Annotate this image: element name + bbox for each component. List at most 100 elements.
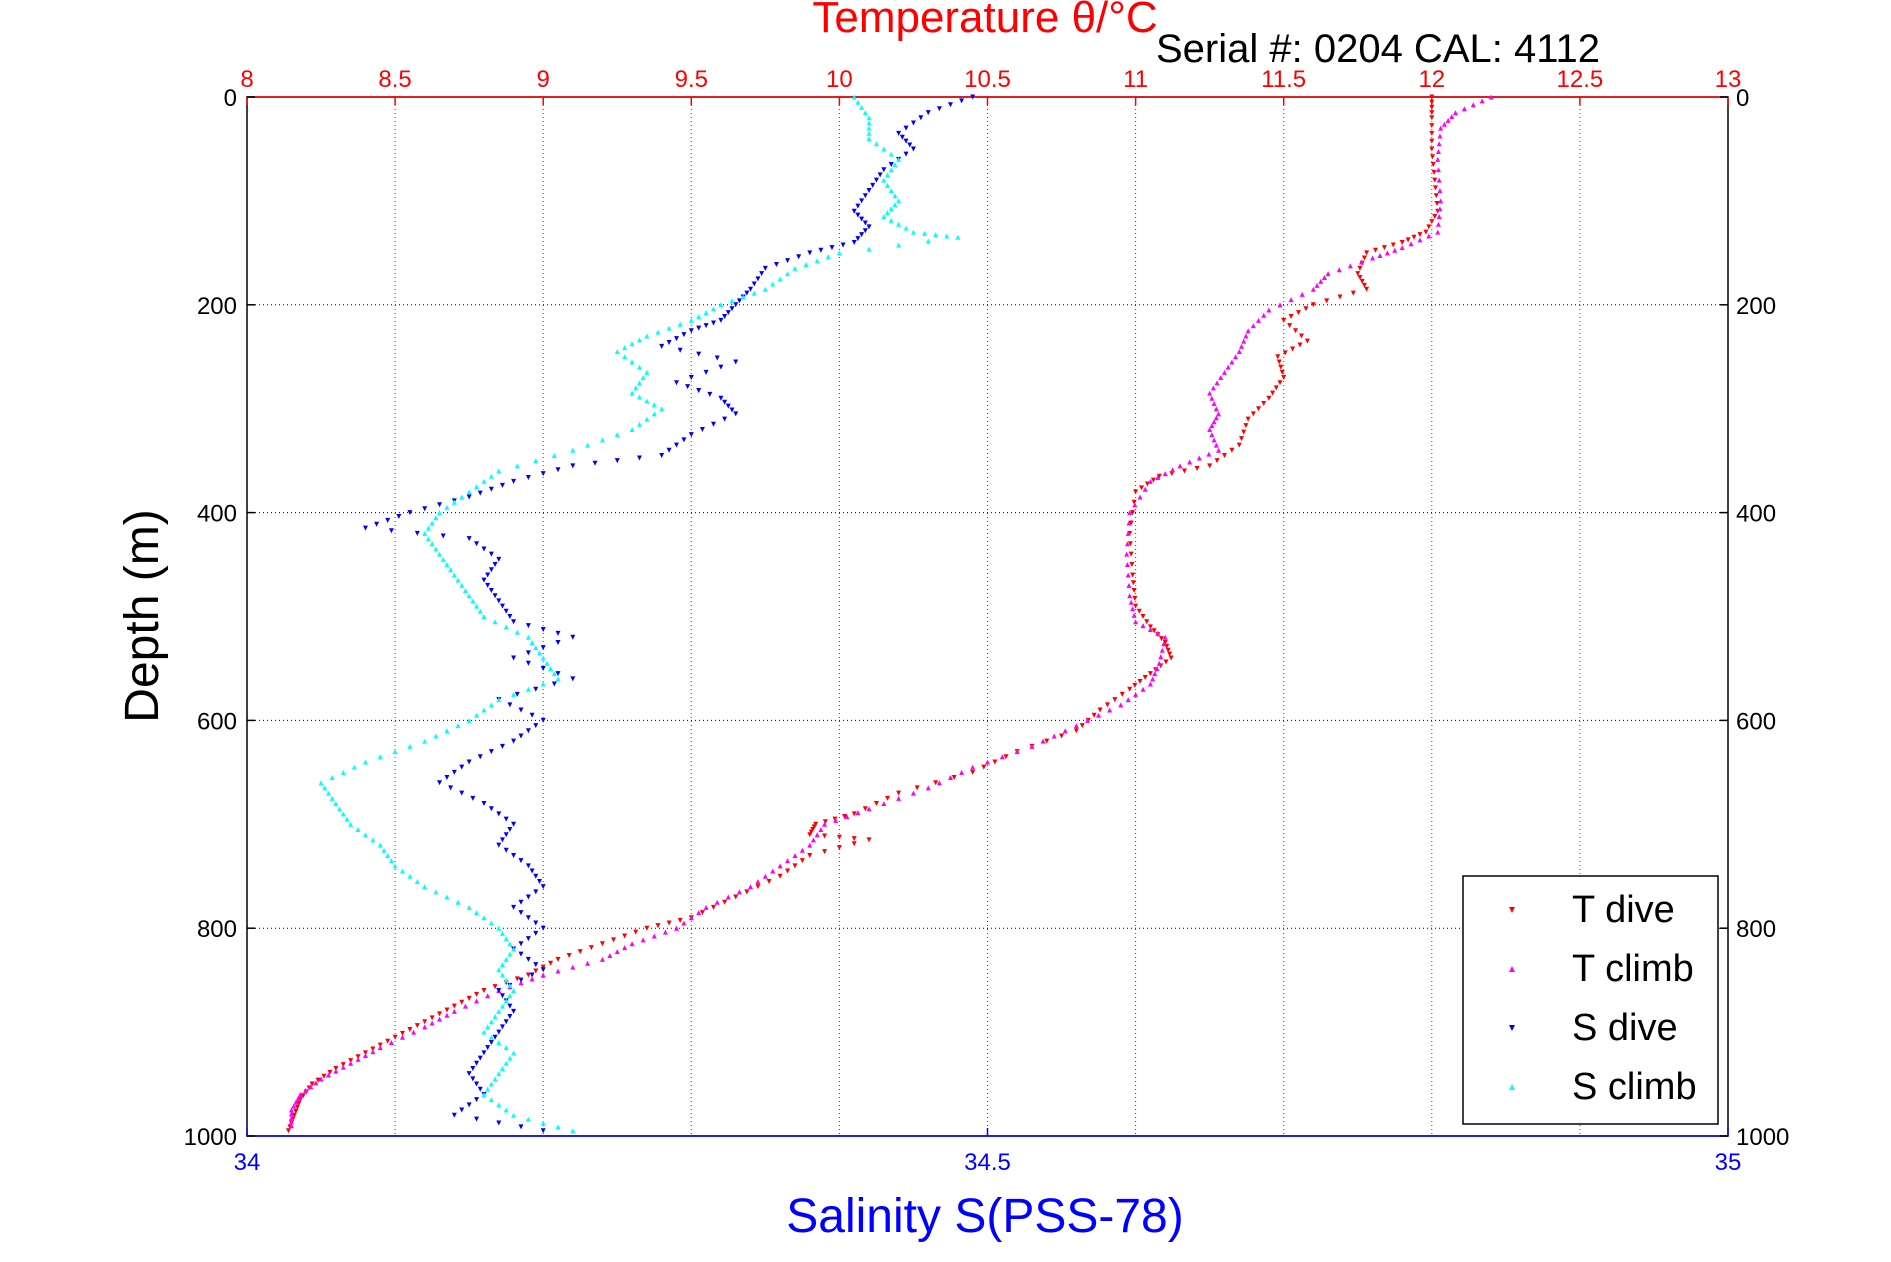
data-point (370, 1046, 376, 1052)
x-axis-label: Salinity S(PSS-78) (786, 1190, 1183, 1243)
data-point (888, 217, 894, 223)
data-point (859, 216, 865, 222)
data-point (481, 478, 487, 484)
data-point (714, 899, 720, 905)
data-point (496, 697, 502, 703)
data-point (485, 1086, 491, 1092)
data-point (1124, 551, 1130, 557)
data-point (496, 1029, 502, 1035)
data-point (422, 884, 428, 890)
data-point (1435, 149, 1441, 155)
data-point (1429, 138, 1435, 144)
data-point (525, 623, 531, 629)
data-point (392, 1034, 398, 1040)
data-point (514, 463, 520, 469)
data-point (1250, 411, 1256, 417)
data-point (685, 384, 691, 390)
data-point (444, 1007, 450, 1013)
data-point (511, 478, 517, 484)
data-point (1125, 572, 1131, 578)
data-point (1119, 691, 1125, 697)
legend: T dive T climb S dive S climb (1462, 875, 1719, 1125)
data-point (866, 837, 872, 843)
data-point (1097, 707, 1103, 713)
data-point (811, 824, 817, 830)
data-point (285, 1128, 291, 1134)
data-point (681, 437, 687, 443)
data-point (851, 811, 857, 817)
data-point (862, 228, 868, 234)
data-point (295, 1095, 301, 1101)
data-point (433, 515, 439, 521)
data-point (844, 814, 850, 820)
grid-lines (247, 97, 1728, 1136)
data-point (836, 845, 842, 851)
legend-marker (1509, 907, 1515, 913)
data-point (370, 1049, 376, 1055)
data-point (807, 842, 813, 848)
data-point (451, 1008, 457, 1014)
data-point (411, 1029, 417, 1035)
top-tick-label: 13 (1715, 66, 1742, 93)
data-point (533, 930, 539, 936)
data-point (533, 962, 539, 968)
data-point (1429, 123, 1435, 129)
data-point (555, 968, 561, 974)
data-point (407, 743, 413, 749)
data-point (681, 332, 687, 338)
data-point (1355, 271, 1361, 277)
data-point (855, 99, 861, 105)
left-tick-label: 600 (197, 708, 237, 735)
data-point (888, 188, 894, 194)
data-point (1216, 411, 1222, 417)
data-point (492, 984, 498, 990)
data-point (910, 120, 916, 126)
data-point (1337, 294, 1343, 300)
data-point (1142, 486, 1148, 492)
data-point (291, 1112, 297, 1118)
data-point (1293, 328, 1299, 334)
data-point (1079, 723, 1085, 729)
data-point (485, 1045, 491, 1051)
data-point (733, 894, 739, 900)
data-point (851, 239, 857, 245)
data-point (540, 655, 546, 661)
data-point (466, 489, 472, 495)
data-point (474, 712, 480, 718)
data-point (1449, 113, 1455, 119)
data-point (892, 162, 898, 168)
data-point (1130, 572, 1136, 578)
data-point (507, 614, 513, 619)
data-point (1364, 250, 1370, 256)
data-point (1417, 232, 1423, 238)
data-point (1107, 707, 1113, 713)
data-point (640, 937, 646, 943)
data-point (711, 306, 717, 312)
data-point (477, 1055, 483, 1061)
data-point (696, 325, 702, 331)
data-point (785, 271, 791, 277)
data-point (1347, 263, 1353, 269)
data-point (1214, 458, 1220, 464)
data-point (677, 321, 683, 327)
data-point (629, 359, 635, 365)
data-point (488, 486, 494, 492)
data-point (644, 416, 650, 422)
data-point (466, 1102, 472, 1108)
data-point (696, 910, 702, 916)
data-point (925, 110, 931, 116)
data-point (1162, 471, 1168, 477)
data-point (629, 426, 635, 432)
data-point (525, 894, 531, 900)
data-point (496, 1120, 502, 1126)
data-point (1147, 671, 1153, 677)
data-point (933, 780, 939, 786)
right-tick-label: 800 (1736, 916, 1776, 943)
data-point (903, 225, 909, 231)
data-point (570, 447, 576, 453)
data-point (437, 1016, 443, 1022)
data-point (1165, 647, 1171, 653)
data-point (633, 385, 639, 391)
data-point (1288, 313, 1294, 319)
data-point (414, 530, 420, 536)
